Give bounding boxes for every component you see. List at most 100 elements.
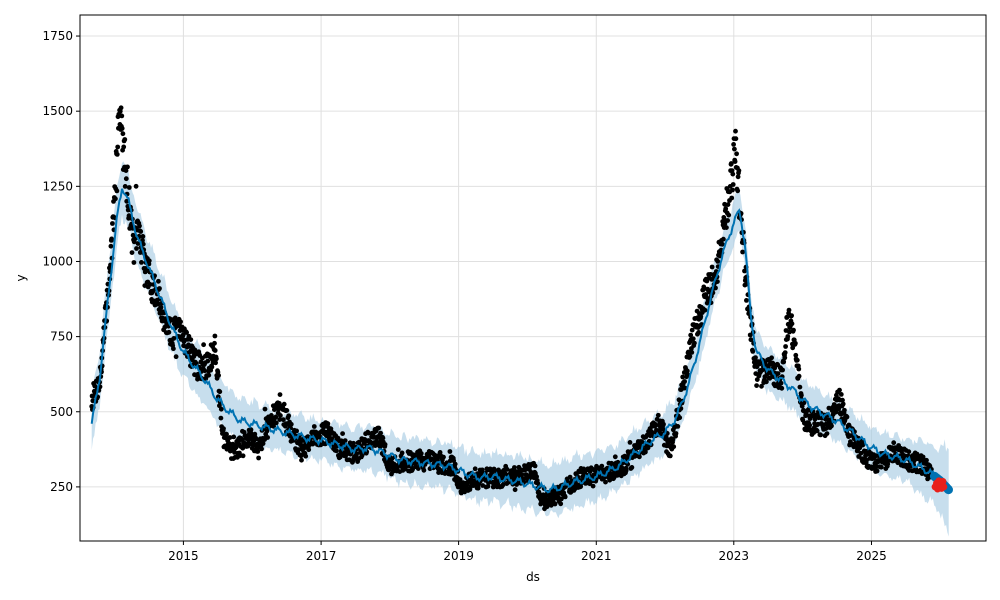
observed-point — [212, 348, 218, 353]
observed-point — [519, 472, 525, 477]
observed-point — [750, 349, 756, 354]
observed-point — [534, 474, 539, 480]
observed-point — [627, 440, 633, 445]
observed-point — [281, 401, 287, 407]
observed-point — [303, 453, 309, 459]
observed-point — [271, 423, 276, 429]
observed-point — [452, 461, 458, 467]
observed-point — [753, 355, 758, 360]
observed-point — [121, 144, 127, 150]
observed-point — [878, 464, 884, 470]
observed-point — [134, 246, 139, 251]
observed-point — [603, 479, 608, 485]
observed-point — [120, 131, 126, 137]
observed-point — [587, 469, 593, 474]
observed-point — [715, 259, 721, 264]
observed-point — [410, 466, 415, 472]
observed-point — [135, 241, 141, 246]
observed-point — [123, 176, 129, 182]
observed-point — [382, 442, 388, 447]
observed-point — [512, 465, 517, 470]
observed-point — [212, 333, 218, 339]
observed-point — [125, 164, 130, 170]
observed-point — [277, 392, 283, 397]
observed-point — [166, 329, 172, 335]
observed-point — [500, 482, 506, 488]
observed-point — [735, 174, 741, 180]
observed-point — [418, 451, 424, 456]
observed-point — [906, 449, 912, 455]
observed-point — [147, 282, 153, 287]
observed-point — [447, 449, 453, 454]
observed-point — [721, 236, 726, 242]
observed-point — [294, 428, 299, 434]
observed-point — [273, 414, 279, 420]
observed-point — [218, 406, 224, 412]
observed-point — [512, 487, 518, 493]
observed-point — [858, 450, 864, 456]
observed-point — [155, 301, 161, 307]
observed-point — [504, 467, 510, 472]
observed-point — [115, 144, 121, 150]
observed-point — [212, 340, 217, 346]
observed-point — [386, 467, 392, 473]
observed-point — [299, 457, 304, 463]
observed-point — [698, 314, 704, 319]
observed-point — [202, 368, 208, 374]
observed-point — [783, 344, 788, 349]
observed-point — [818, 432, 823, 438]
observed-point — [157, 286, 162, 291]
observed-point — [114, 152, 120, 157]
observed-point — [723, 206, 729, 212]
observed-point — [366, 430, 371, 436]
observed-point — [354, 452, 359, 457]
observed-point — [264, 428, 270, 434]
observed-point — [178, 319, 184, 325]
x-axis-label: ds — [526, 570, 540, 584]
observed-point — [284, 408, 290, 413]
observed-point — [732, 146, 737, 152]
observed-point — [684, 368, 690, 374]
observed-point — [334, 448, 339, 454]
observed-point — [826, 405, 832, 411]
observed-point — [118, 105, 124, 111]
observed-point — [205, 358, 211, 364]
observed-point — [796, 366, 802, 372]
observed-point — [137, 223, 142, 229]
observed-point — [114, 188, 120, 194]
observed-point — [138, 229, 144, 234]
observed-point — [833, 409, 839, 415]
y-tick-label: 1750 — [42, 29, 73, 43]
observed-point — [552, 501, 558, 507]
observed-point — [173, 354, 179, 360]
observed-point — [702, 307, 708, 313]
observed-point — [255, 449, 261, 454]
observed-point — [218, 415, 224, 421]
observed-point — [278, 413, 283, 418]
observed-point — [130, 232, 136, 238]
observed-point — [485, 483, 491, 489]
observed-point — [719, 241, 725, 247]
y-tick-label: 1500 — [42, 104, 73, 118]
y-axis-label: y — [14, 274, 28, 281]
observed-point — [380, 435, 386, 441]
observed-point — [188, 337, 194, 342]
observed-point — [779, 385, 785, 391]
observed-point — [643, 449, 648, 455]
observed-point — [231, 434, 237, 440]
observed-point — [860, 442, 866, 448]
observed-point — [378, 430, 383, 436]
observed-point — [794, 357, 800, 363]
observed-point — [140, 234, 146, 239]
observed-point — [311, 424, 317, 429]
observed-point — [342, 438, 348, 443]
y-tick-label: 750 — [50, 330, 73, 344]
observed-point — [689, 327, 695, 333]
observed-point — [874, 464, 879, 469]
observed-point — [325, 421, 331, 427]
observed-point — [599, 463, 605, 469]
observed-point — [687, 354, 693, 359]
observed-point — [729, 195, 735, 201]
observed-point — [754, 377, 760, 382]
observed-point — [764, 379, 769, 385]
